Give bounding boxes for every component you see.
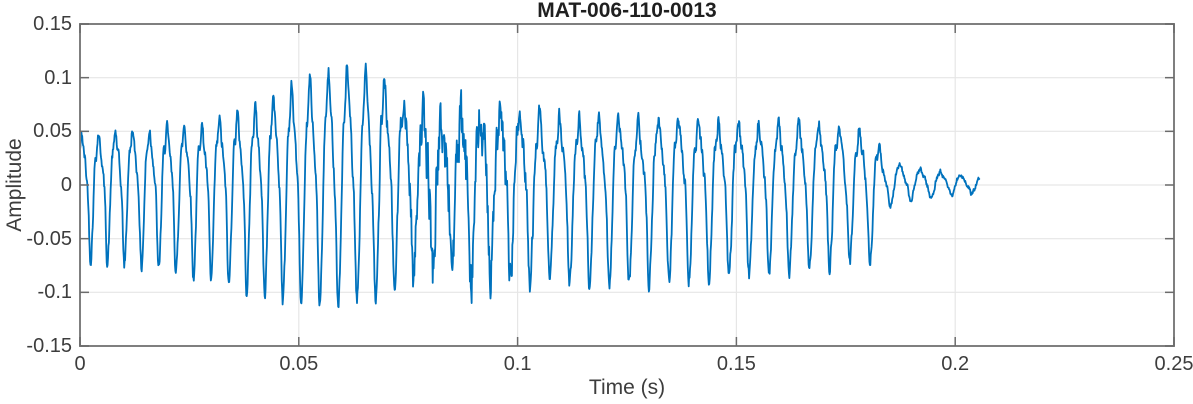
y-tick-label: 0.05 <box>33 120 72 143</box>
y-tick-label: 0 <box>60 174 72 196</box>
tick-marks <box>79 23 1175 347</box>
y-tick-label: -0.05 <box>26 227 72 250</box>
x-tick-label: 0.1 <box>503 353 532 375</box>
y-tick-label: 0.1 <box>44 66 72 89</box>
x-axis-label: Time (s) <box>588 376 666 399</box>
y-tick-label: 0.15 <box>33 13 72 35</box>
chart-title: MAT-006-110-0013 <box>537 0 717 22</box>
waveform-layer <box>79 62 981 309</box>
x-tick-label: 0.25 <box>1154 353 1193 375</box>
y-tick-label: -0.1 <box>37 281 72 304</box>
x-tick-label: 0 <box>74 353 86 375</box>
x-tick-label: 0.2 <box>941 353 970 375</box>
y-tick-label: -0.15 <box>26 335 72 357</box>
x-tick-label: 0.05 <box>279 353 319 375</box>
x-tick-label: 0.15 <box>716 353 756 375</box>
waveform-line <box>79 62 981 309</box>
